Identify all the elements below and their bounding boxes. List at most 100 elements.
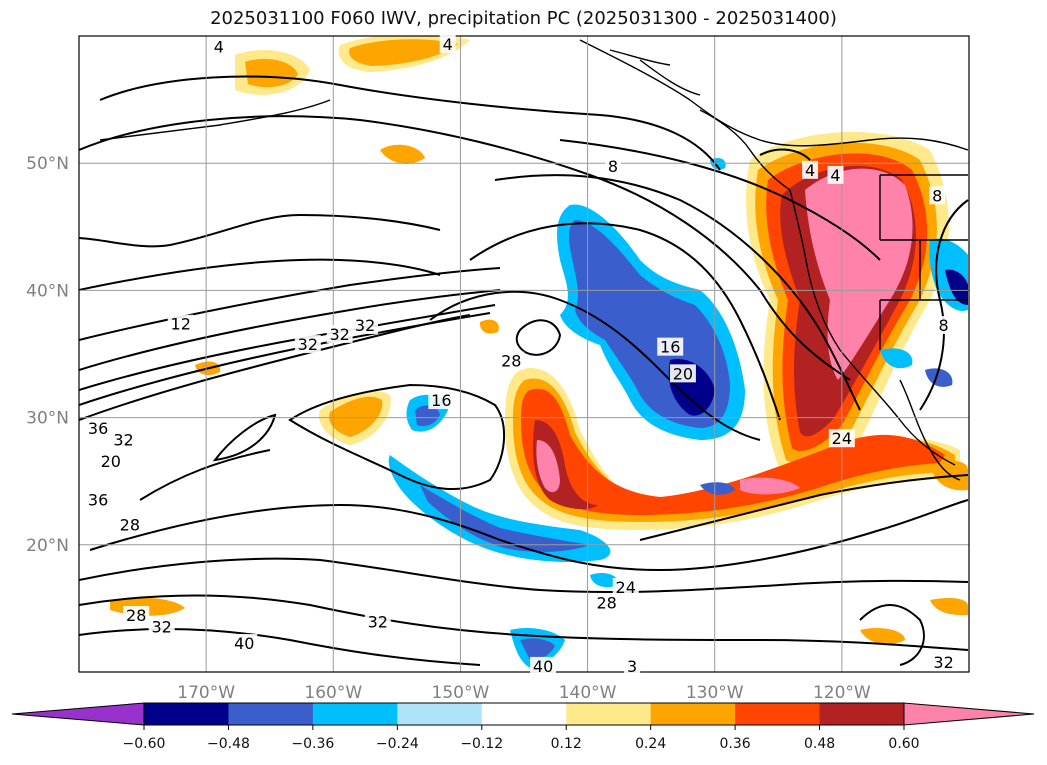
contour-label: 32 [113,430,133,449]
colorbar-segment [819,703,905,725]
lon-tick-label: 140°W [559,683,617,703]
colorbar-extend-high [903,702,1035,726]
contour-label: 8 [608,157,618,176]
contour-label: 40 [533,657,553,676]
colorbar-segment [312,703,398,725]
lat-tick-label: 50°N [26,154,69,174]
contour-label: 4 [214,37,224,56]
lon-tick-label: 160°W [304,683,362,703]
colorbar-tick-label: −0.60 [123,736,166,752]
contour-label-bg [605,157,621,176]
contour-label-bg [210,37,227,56]
contour-label-bg [116,515,143,534]
contour-label-bg [231,634,258,653]
contour-label: 32 [151,617,171,636]
contour-label-bg [110,430,137,449]
contour-label: 24 [616,578,636,597]
colorbar-segment [144,703,229,725]
contour-label: 32 [368,612,388,631]
contour-label-bg [669,364,696,383]
colorbar-segment [650,703,736,725]
contour-label: 8 [938,316,948,335]
colorbar-tick-label: 0.36 [720,736,751,752]
lon-tick-label: 170°W [177,683,235,703]
colorbar-segment [397,703,483,725]
colorbar-frame [143,702,905,726]
contour-label: 32 [355,316,375,335]
map-frame [78,35,970,673]
longitude-axis: 170°W 160°W 150°W 140°W 130°W 120°W [177,683,871,703]
contour-label: 4 [830,166,840,185]
contour-label: 36 [88,490,108,509]
contour-label-bg [326,324,353,343]
colorbar-tick-label: 0.48 [804,736,835,752]
contour-label: 3 [627,657,637,676]
contour-label: 28 [596,593,616,612]
colorbar-tick-label: 0.24 [635,736,666,752]
contour-label: 4 [443,35,453,54]
contour-label: 28 [501,352,521,371]
contour-label-bg [97,452,124,471]
contour-label: 28 [120,516,140,535]
contour-label-bg [148,617,175,636]
contour-label-bg [498,351,525,370]
lon-tick-label: 130°W [686,683,744,703]
colorbar-tick-label: −0.48 [207,736,250,752]
contour-label: 32 [933,653,953,672]
contour-label: 40 [234,634,254,653]
colorbar-tick-label: −0.36 [291,736,334,752]
contour-label-bg [364,612,391,631]
coastlines [99,39,969,481]
colorbar-tick-label: −0.12 [460,736,503,752]
chart-title: 2025031100 F060 IWV, precipitation PC (2… [210,8,837,29]
contour-label-bg [929,186,946,205]
contour-label-bg [935,316,952,335]
contour-label-bg [123,606,150,625]
contour-label-bg [593,593,620,612]
contour-label: 32 [329,325,349,344]
colorbar-segment [735,703,821,725]
contour-label: 4 [805,161,815,180]
gridlines [79,36,969,672]
contour-label: 16 [431,391,451,410]
lat-tick-label: 40°N [26,281,69,301]
contour-label-bg [352,316,379,335]
contour-label-bg [657,337,684,356]
contour-label-bg [624,656,641,675]
contour-label-bg [428,391,455,410]
contour-label: 20 [673,364,693,383]
contour-label-bg [439,34,456,53]
colorbar-extend-low [11,702,145,726]
contour-label-bg [530,656,557,675]
colorbar-segment [481,703,567,725]
lon-tick-label: 120°W [813,683,871,703]
contour-label: 36 [88,419,108,438]
lon-tick-label: 150°W [432,683,490,703]
contour-label-bg [802,160,819,179]
colorbar-segment [228,703,314,725]
colorbar-tick-label: 0.60 [888,736,919,752]
colorbar-tick-label: −0.24 [376,736,419,752]
iwv-contours [79,75,969,666]
contour-label: 8 [932,186,942,205]
contour-label: 16 [660,338,680,357]
contour-label: 32 [298,335,318,354]
contour-label: 20 [101,452,121,471]
contour-label-bg [828,429,855,448]
contour-label-bg [827,165,844,184]
lat-tick-label: 20°N [26,536,69,556]
latitude-axis: 50°N 40°N 30°N 20°N [26,154,69,556]
contour-label-bg [294,335,321,354]
colorbar: −0.60 −0.48 −0.36 −0.24 −0.12 0.12 0.24 0.36 0.4… [11,702,1035,752]
contour-label: 28 [126,606,146,625]
contour-label-bg [612,578,639,597]
colorbar-tick-label: 0.12 [551,736,582,752]
contour-label-bg [85,490,112,509]
contour-label: 12 [171,315,191,334]
contour-label-bg [85,419,112,438]
contour-label-bg [930,653,957,672]
lat-tick-label: 30°N [26,409,69,429]
contour-label: 24 [832,429,852,448]
